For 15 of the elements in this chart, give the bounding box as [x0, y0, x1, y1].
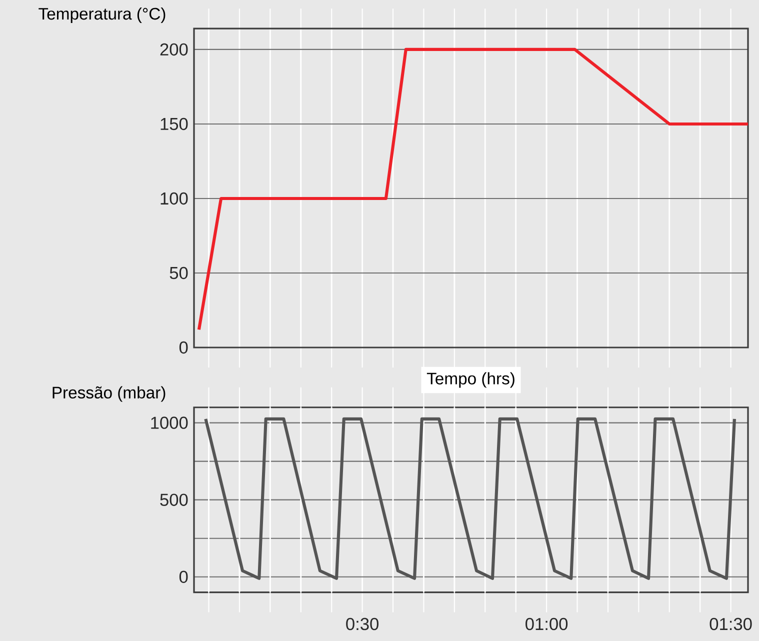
- y-axis-title: Temperatura (°C): [38, 7, 166, 23]
- x-axis-title: Tempo (hrs): [426, 372, 514, 388]
- y-axis-title: Pressão (mbar): [52, 386, 166, 402]
- line-series: [197, 48, 750, 332]
- y-tick-label: 0: [179, 570, 188, 584]
- y-tick-label: 200: [160, 43, 188, 56]
- x-tick-label: 0:30: [346, 618, 378, 630]
- y-tick-label: 1000: [151, 416, 188, 429]
- y-tick-label: 50: [170, 266, 188, 280]
- y-tick-label: 0: [179, 341, 188, 354]
- x-tick-label: 01:30: [710, 618, 752, 630]
- y-tick-label: 500: [160, 494, 188, 506]
- y-tick-label: 100: [160, 192, 188, 205]
- x-tick-label: 01:00: [526, 618, 568, 630]
- y-tick-label: 150: [160, 118, 188, 130]
